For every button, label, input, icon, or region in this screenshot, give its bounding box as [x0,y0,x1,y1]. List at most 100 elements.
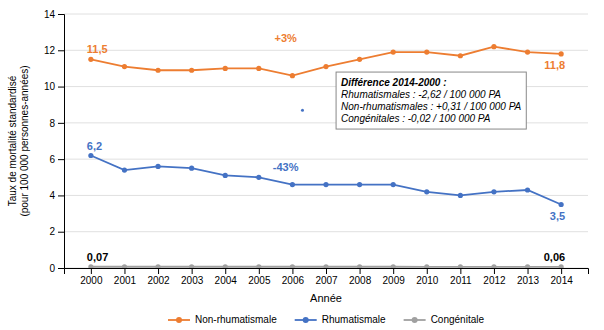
y-tick: 0 [49,263,64,274]
legend-item: Congénitale [404,314,485,325]
tick-mark [326,268,327,274]
annotation: -43% [273,161,299,173]
tick-mark [225,268,226,274]
point [189,166,194,171]
plot: 2000 2001 2002 2003 2004 2005 2006 2007 2008 2009… [44,9,589,286]
tick-label: 2002 [147,275,170,286]
x-tick: 2006 [282,268,305,286]
annotation: +3% [275,32,298,44]
tick-mark [360,268,361,274]
x-axis-title: Année [310,292,342,304]
tick-mark [460,268,461,274]
point [323,64,328,69]
tick-label: 2000 [80,275,103,286]
tick-label: 10 [44,81,56,92]
x-tick: 2002 [147,268,170,286]
legend-label: Congénitale [431,314,485,325]
chart: 2000 2001 2002 2003 2004 2005 2006 2007 2008 2009… [0,0,604,330]
text-box: Différence 2014-2000 :Rhumatismales : -2… [336,72,526,129]
tick-label: 2009 [383,275,406,286]
point [290,73,295,78]
tick-mark [58,87,64,88]
tick-label: 2014 [551,275,574,286]
legend-swatch [412,317,418,323]
tick-mark [259,268,260,274]
legend-item: Rhumatismale [295,314,386,325]
point [391,264,396,268]
point [458,264,463,268]
x-tick: 2005 [248,268,271,286]
x-tick: 2008 [349,268,372,286]
tick-mark [427,268,428,274]
tick-mark [561,268,562,274]
point [88,57,93,62]
point [223,264,228,268]
tick-label: 6 [49,154,55,165]
y-tick: 4 [49,190,64,201]
legend-label: Rhumatismale [322,314,386,325]
x-axis: 2000 2001 2002 2003 2004 2005 2006 2007 2008 2009… [65,268,589,286]
point [491,44,496,49]
tick-label: 2013 [517,275,540,286]
point [189,264,194,268]
tick-label: 14 [44,9,56,20]
point [155,264,160,268]
tick-mark [192,268,193,274]
point [424,264,429,268]
y-tick: 2 [49,226,64,237]
text-box-line: Congénitales : -0,02 / 100 000 PA [341,113,491,124]
point [491,189,496,194]
tick-label: 2 [49,226,55,237]
tick-label: 2008 [349,275,372,286]
annotation: 0,06 [544,251,565,263]
y-tick: 6 [49,154,64,165]
point [391,50,396,55]
point [357,57,362,62]
legend-item: Non-rhumatismale [168,314,277,325]
y-axis: 02468101214 [44,9,65,274]
point [458,53,463,58]
point [223,66,228,71]
tick-label: 2005 [248,275,271,286]
annotation: 11,5 [87,43,108,55]
annotations: 11,511,86,23,50,070,06-43%+3%Différence … [87,32,565,263]
legend-swatch [176,317,182,323]
point [88,264,93,268]
tick-label: 2003 [181,275,204,286]
tick-label: 2001 [114,275,137,286]
point [559,202,564,207]
x-tick: 2001 [114,268,137,286]
tick-mark [58,232,64,233]
grid-line [64,195,588,196]
tick-mark [292,268,293,274]
point [189,68,194,73]
annotation: 0,07 [87,251,108,263]
legend-swatch [303,317,309,323]
tick-mark [91,268,92,274]
x-tick: 2012 [483,268,506,286]
point [256,66,261,71]
point [122,167,127,172]
point [122,264,127,268]
point [357,264,362,268]
x-tick: 2007 [315,268,338,286]
tick-label: 2006 [282,275,305,286]
point [458,193,463,198]
point [155,164,160,169]
point [122,64,127,69]
x-tick: 2010 [416,268,439,286]
point [256,175,261,180]
tick-mark [124,268,125,274]
point [323,264,328,268]
marks [88,44,563,268]
tick-label: 2010 [416,275,439,286]
legend-label: Non-rhumatismale [195,314,277,325]
tick-label: 4 [49,190,55,201]
tick-label: 12 [44,45,56,56]
series-line [91,47,561,76]
point [525,264,530,268]
x-tick: 2000 [80,268,103,286]
tick-mark [528,268,529,274]
tick-label: 2011 [450,275,472,286]
tick-label: 2004 [215,275,238,286]
